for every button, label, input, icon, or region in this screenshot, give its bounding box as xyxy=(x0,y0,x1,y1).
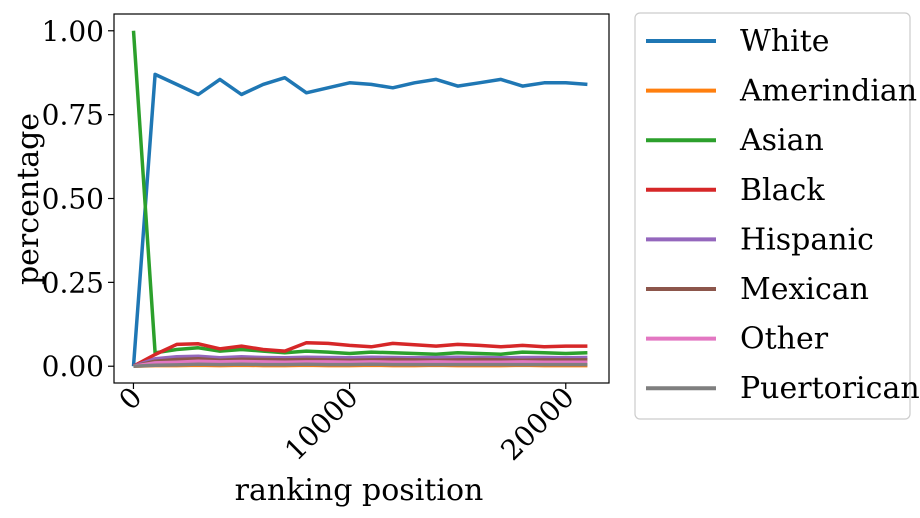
y-tick-label: 0.25 xyxy=(42,266,104,299)
legend-label-white: White xyxy=(740,24,830,59)
x-tick-label: 10000 xyxy=(278,381,364,467)
y-tick-label: 0.75 xyxy=(42,99,104,132)
legend-label-other: Other xyxy=(740,322,829,357)
legend-label-amerindian: Amerindian xyxy=(739,74,917,109)
y-tick-label: 0.50 xyxy=(42,183,104,216)
legend-label-hispanic: Hispanic xyxy=(740,222,874,257)
series-line-hispanic xyxy=(132,354,588,368)
y-tick-label: 0.00 xyxy=(42,350,104,383)
legend-box xyxy=(634,12,911,420)
y-axis-label: percentage xyxy=(11,113,46,285)
plot-area xyxy=(131,30,588,368)
axes: 0.00 0.25 0.50 0.75 1.00 0 10000 20000 xyxy=(42,13,610,467)
x-tick-label: 20000 xyxy=(494,381,580,467)
x-tick-label: 0 xyxy=(112,381,148,417)
series-line-black xyxy=(132,340,588,368)
series-line-asian xyxy=(131,30,588,356)
legend-label-black: Black xyxy=(740,173,825,208)
legend-label-puertorican: Puertorican xyxy=(740,371,920,406)
series-line-mexican xyxy=(133,357,588,368)
legend: White Amerindian Asian Black Hispanic Mexican… xyxy=(634,12,920,420)
series-line-white xyxy=(131,72,588,367)
y-tick-label: 1.00 xyxy=(42,15,104,48)
legend-label-asian: Asian xyxy=(739,123,824,158)
x-axis-label: ranking position xyxy=(235,473,484,508)
legend-label-mexican: Mexican xyxy=(740,272,869,307)
series-line-other xyxy=(133,359,588,368)
series-line-puertorican xyxy=(133,362,588,368)
plot-frame xyxy=(113,13,610,384)
